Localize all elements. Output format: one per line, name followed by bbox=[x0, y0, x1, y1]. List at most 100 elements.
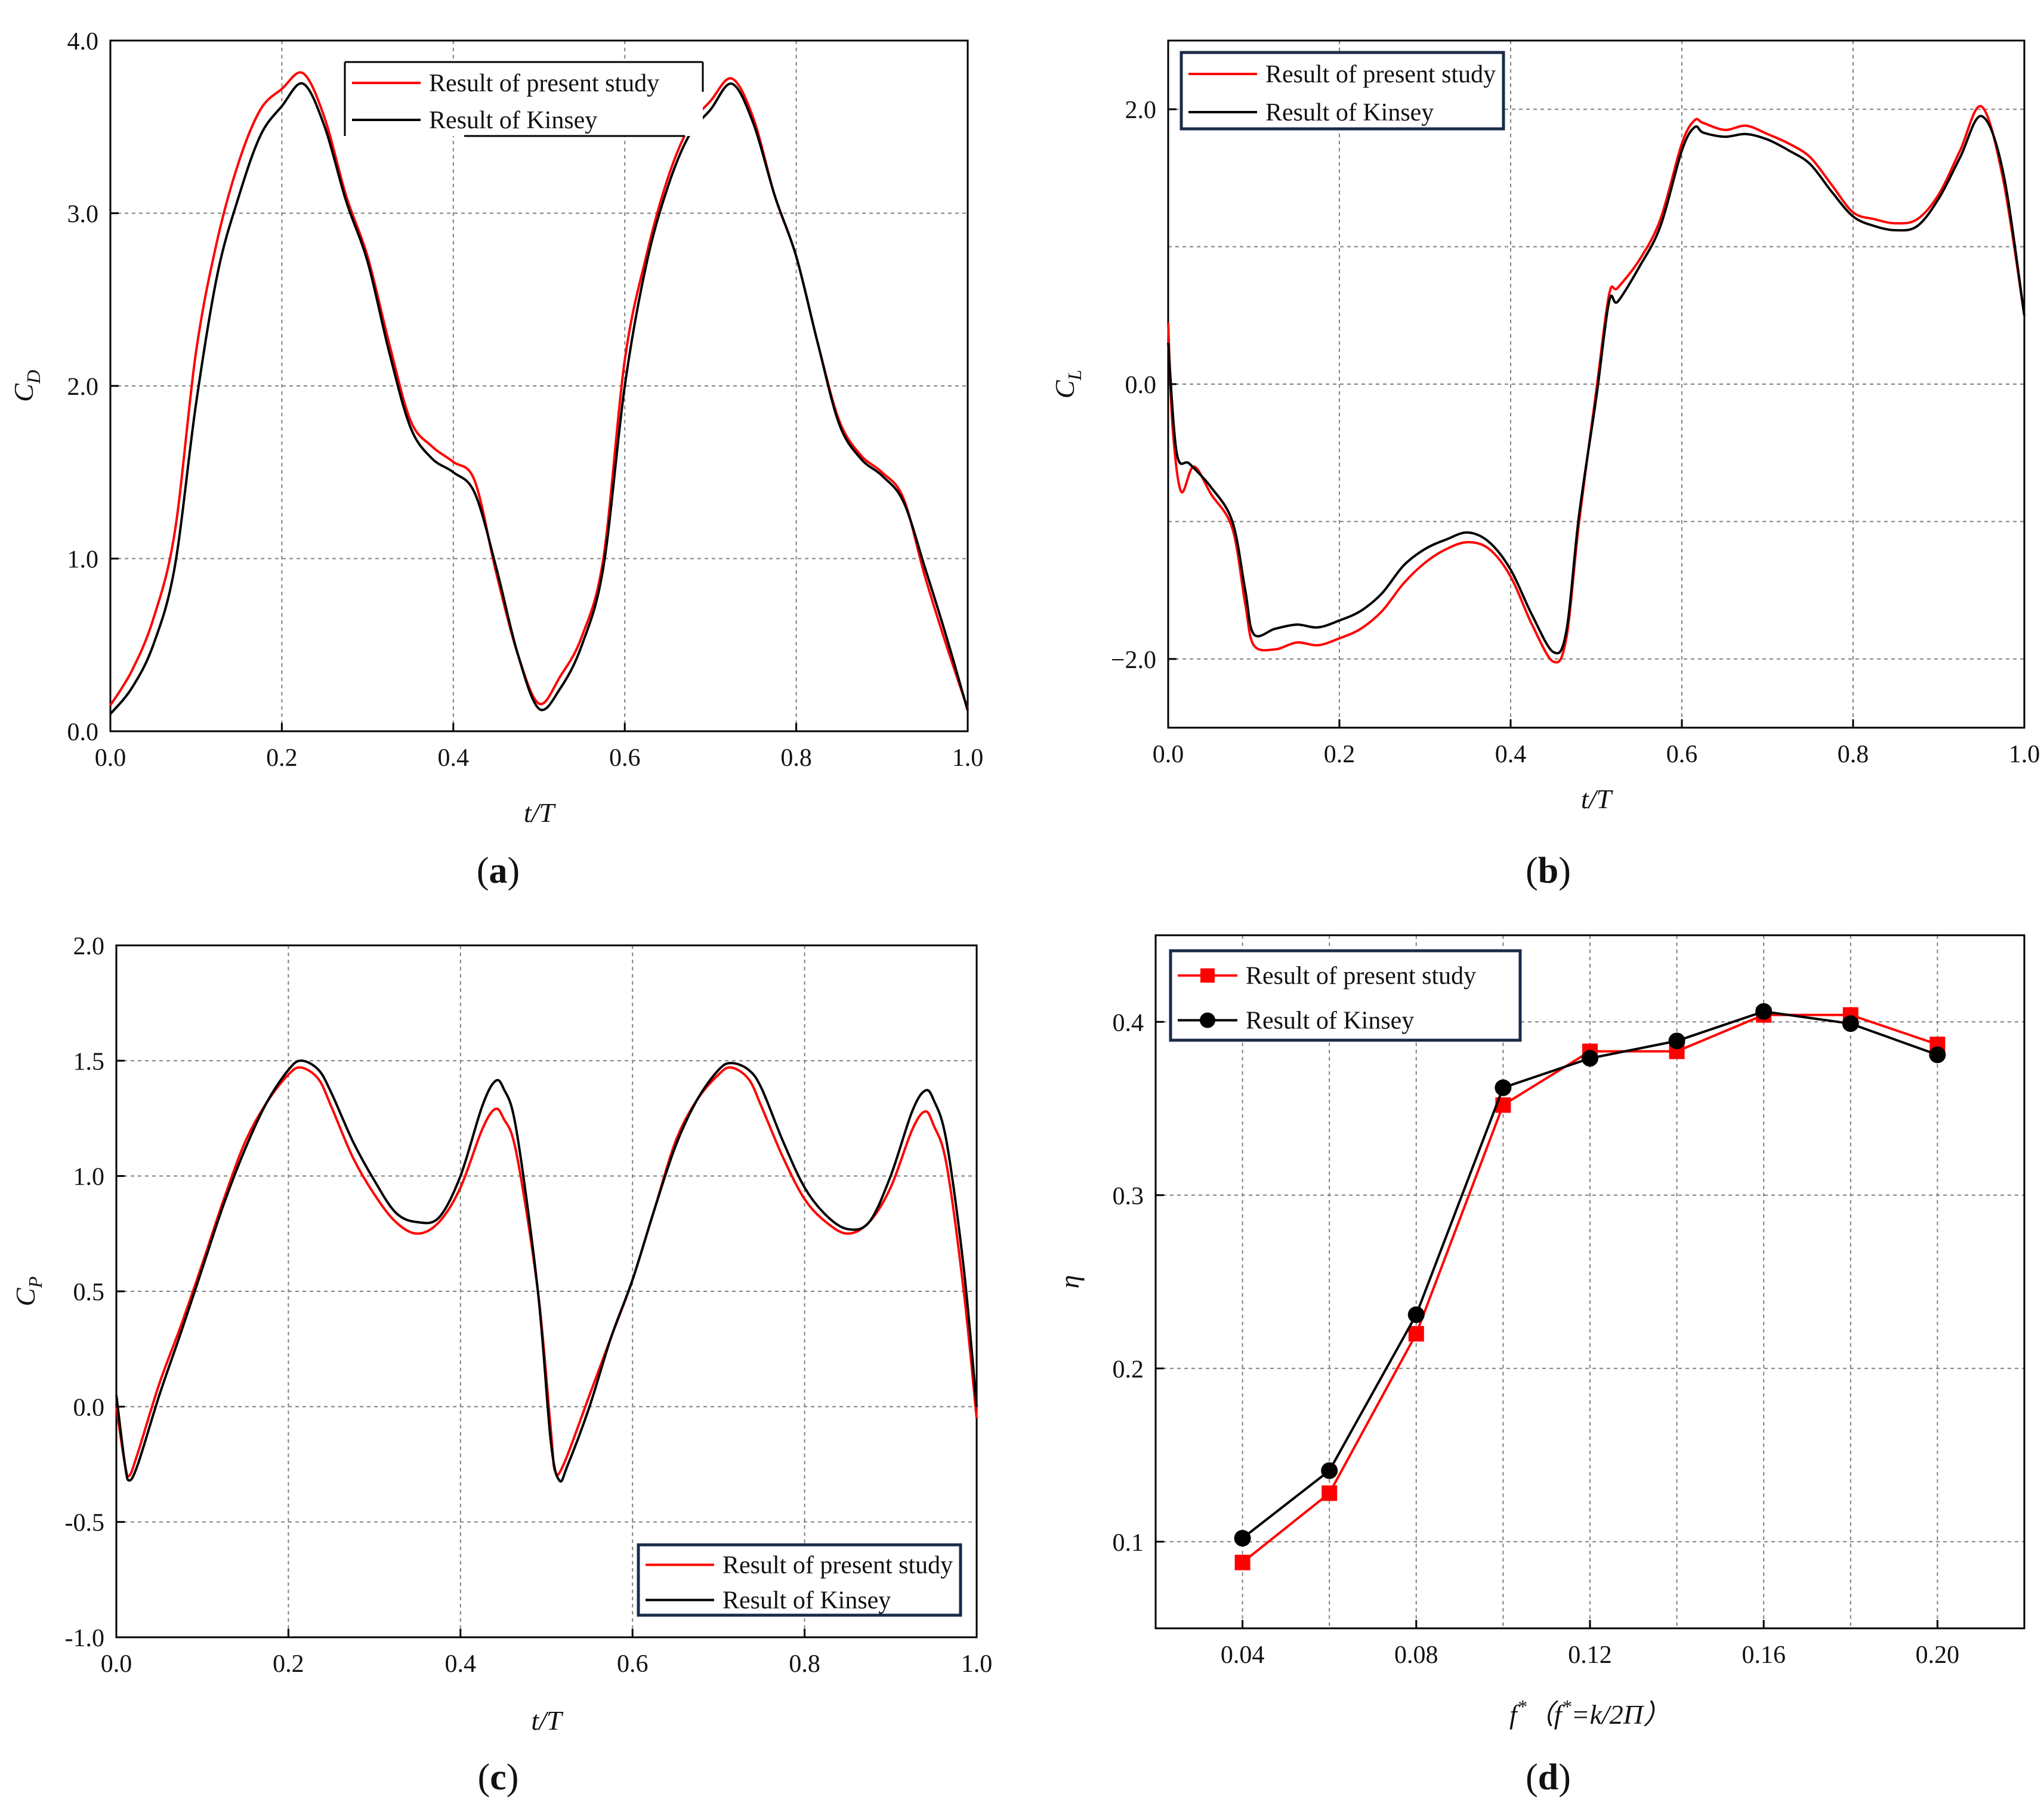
x-axis-label-part: * bbox=[1562, 1696, 1571, 1717]
series-line bbox=[109, 71, 969, 710]
y-tick-label: 0.5 bbox=[73, 1279, 105, 1306]
x-tick-label: 0.8 bbox=[780, 744, 812, 772]
grid-lines bbox=[116, 945, 977, 1637]
series-present-study bbox=[115, 1066, 978, 1478]
y-axis-label: CD bbox=[8, 370, 44, 402]
y-axis-label: η bbox=[1054, 1275, 1085, 1289]
series-kinsey bbox=[109, 82, 969, 715]
panel-label: (d) bbox=[1526, 1757, 1571, 1798]
legend-label: Result of present study bbox=[1265, 61, 1496, 88]
x-axis-label: t/T bbox=[1581, 784, 1614, 814]
x-tick-label: 0.8 bbox=[789, 1650, 820, 1678]
data-point-circle bbox=[1407, 1306, 1425, 1324]
x-tick-label: 0.4 bbox=[1495, 741, 1527, 768]
legend-label: Result of present study bbox=[722, 1552, 953, 1579]
x-tick-label: 0.08 bbox=[1394, 1641, 1438, 1669]
legend-label: Result of Kinsey bbox=[722, 1587, 891, 1615]
panel-b: 0.0 0.2 0.4 0.6 0.8 1.0 −2.0 0.0 2.0 t/T CL Result … bbox=[1049, 39, 2040, 891]
x-tick-label: 0.4 bbox=[445, 1650, 477, 1678]
y-tick-label: 0.0 bbox=[73, 1394, 105, 1421]
legend: Result of present study Result of Kinsey bbox=[344, 61, 704, 137]
legend: Result of present study Result of Kinsey bbox=[1169, 949, 1522, 1042]
data-point-circle bbox=[1321, 1462, 1338, 1479]
x-tick-label: 0.6 bbox=[1666, 741, 1698, 768]
legend-label: Result of present study bbox=[1246, 963, 1476, 990]
x-tick-label: 0.6 bbox=[609, 744, 641, 772]
x-axis-label: f*（f*=k/2Π） bbox=[1509, 1696, 1671, 1730]
data-point-circle bbox=[1495, 1079, 1512, 1096]
data-point-circle bbox=[1929, 1046, 1946, 1063]
y-axis-label-main: C bbox=[1049, 379, 1080, 398]
series-line bbox=[109, 82, 969, 715]
legend-box bbox=[637, 1543, 962, 1617]
data-point-circle bbox=[1668, 1032, 1685, 1050]
x-axis-label: t/T bbox=[531, 1705, 564, 1736]
grid-lines bbox=[1168, 41, 2024, 728]
y-tick-label: 3.0 bbox=[67, 201, 99, 228]
y-tick-label: −2.0 bbox=[1111, 647, 1156, 674]
panel-label-letter: a bbox=[489, 851, 508, 891]
y-tick-label: 0.3 bbox=[1113, 1183, 1144, 1210]
data-point-circle bbox=[1755, 1003, 1773, 1020]
y-tick-label: -1.0 bbox=[65, 1625, 105, 1652]
series-present-study bbox=[1167, 105, 2026, 664]
y-tick-label: -0.5 bbox=[65, 1510, 105, 1537]
data-point-circle bbox=[1582, 1050, 1598, 1067]
series-present-study bbox=[109, 71, 969, 710]
y-axis-label-main: C bbox=[8, 383, 39, 402]
x-tick-label: 0.6 bbox=[617, 1650, 649, 1678]
panel-label: (b) bbox=[1526, 851, 1571, 891]
x-tick-label: 0.0 bbox=[95, 744, 126, 772]
y-tick-label: 4.0 bbox=[67, 28, 99, 55]
series-line bbox=[1167, 115, 2026, 655]
y-axis-label-sub: P bbox=[24, 1276, 46, 1289]
plot-frame bbox=[109, 39, 969, 732]
series-line bbox=[115, 1059, 978, 1483]
legend-label: Result of Kinsey bbox=[429, 107, 597, 134]
x-tick-label: 0.2 bbox=[266, 744, 298, 772]
series-line bbox=[115, 1066, 978, 1478]
legend-label: Result of Kinsey bbox=[1265, 99, 1434, 126]
y-tick-label: 1.0 bbox=[67, 546, 99, 574]
y-tick-label: 1.5 bbox=[73, 1048, 105, 1075]
data-point-square bbox=[1322, 1485, 1338, 1501]
y-axis-label-sub: D bbox=[23, 370, 44, 384]
data-point-circle bbox=[1842, 1015, 1859, 1032]
panel-label-close: ) bbox=[507, 1757, 519, 1798]
panel-label: (c) bbox=[478, 1757, 519, 1798]
legend-swatch-circle bbox=[1200, 1012, 1215, 1028]
y-tick-label: 0.1 bbox=[1113, 1529, 1144, 1557]
x-axis-label-part: * bbox=[1517, 1696, 1527, 1717]
panel-label-close: ) bbox=[508, 851, 520, 891]
y-axis-label: CP bbox=[10, 1276, 46, 1306]
y-axis-label-sub: L bbox=[1064, 370, 1085, 381]
data-point-square bbox=[1408, 1326, 1424, 1342]
panel-label-open: ( bbox=[1526, 1757, 1538, 1798]
panel-label-open: ( bbox=[1526, 851, 1538, 891]
panel-label-open: ( bbox=[478, 1757, 490, 1798]
y-tick-label: 0.2 bbox=[1113, 1356, 1144, 1383]
panel-label-close: ) bbox=[1558, 1757, 1571, 1798]
x-tick-label: 0.2 bbox=[273, 1650, 304, 1678]
legend-box bbox=[345, 62, 703, 136]
legend-label: Result of present study bbox=[429, 70, 659, 97]
x-tick-label: 1.0 bbox=[952, 744, 984, 772]
x-tick-label: 0.8 bbox=[1838, 741, 1869, 768]
panel-label-close: ) bbox=[1558, 851, 1571, 891]
x-axis-label-part: （ bbox=[1527, 1699, 1559, 1730]
x-tick-label: 1.0 bbox=[2009, 741, 2040, 768]
x-tick-label: 0.4 bbox=[438, 744, 470, 772]
grid-lines bbox=[110, 41, 968, 731]
y-axis-label: CL bbox=[1049, 370, 1085, 398]
panel-label-letter: d bbox=[1538, 1757, 1558, 1798]
x-tick-label: 0.20 bbox=[1916, 1641, 1960, 1669]
x-tick-label: 1.0 bbox=[961, 1650, 993, 1678]
x-tick-label: 0.04 bbox=[1221, 1641, 1265, 1669]
x-tick-label: 0.0 bbox=[1153, 741, 1184, 768]
x-tick-label: 0.2 bbox=[1324, 741, 1356, 768]
legend-box bbox=[1169, 949, 1522, 1042]
y-tick-label: 2.0 bbox=[73, 933, 105, 960]
y-tick-label: 0.4 bbox=[1113, 1009, 1144, 1037]
panel-a: 0.0 0.2 0.4 0.6 0.8 1.0 0.0 1.0 2.0 3.0 4.0 t/T CD Re… bbox=[8, 28, 983, 891]
